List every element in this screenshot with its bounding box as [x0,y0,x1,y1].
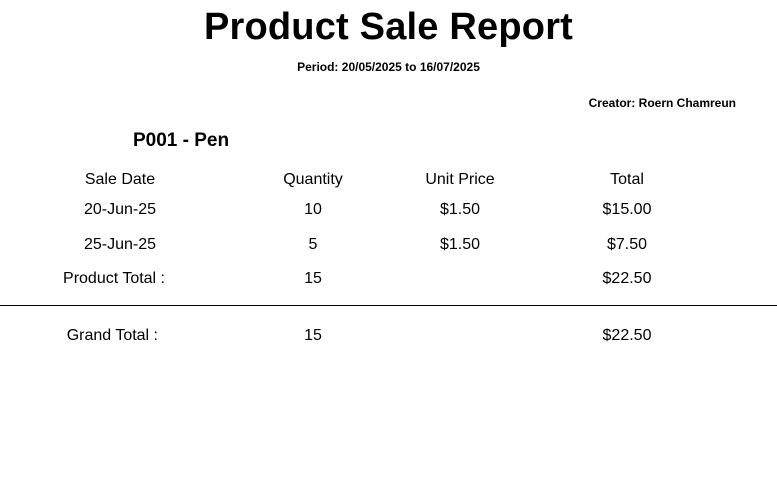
row-2-quantity: 5 [308,236,318,253]
column-header-quantity: Quantity [283,171,343,188]
product-heading: P001 - Pen [133,130,230,151]
row-2-total: $7.50 [606,236,648,253]
column-header-total: Total [610,171,644,188]
product-total-amount: $22.50 [602,270,652,287]
column-header-unit-price: Unit Price [425,171,495,188]
row-2-sale-date: 25-Jun-25 [83,236,157,253]
row-1-total: $15.00 [602,201,652,218]
row-1-quantity: 10 [304,201,322,218]
row-1-sale-date: 20-Jun-25 [83,201,157,218]
row-1-unit-price: $1.50 [439,201,481,218]
row-2-unit-price: $1.50 [439,236,481,253]
product-total-quantity: 15 [304,270,322,287]
product-total-label: Product Total : [63,270,165,287]
report-title: Product Sale Report [203,6,574,48]
section-divider [0,305,777,306]
report-creator: Creator: Roern Chamreun [588,96,736,110]
column-header-sale-date: Sale Date [84,171,156,188]
report-period: Period: 20/05/2025 to 16/07/2025 [297,60,480,74]
grand-total-label: Grand Total : [66,327,158,344]
grand-total-amount: $22.50 [602,327,652,344]
grand-total-quantity: 15 [304,327,322,344]
